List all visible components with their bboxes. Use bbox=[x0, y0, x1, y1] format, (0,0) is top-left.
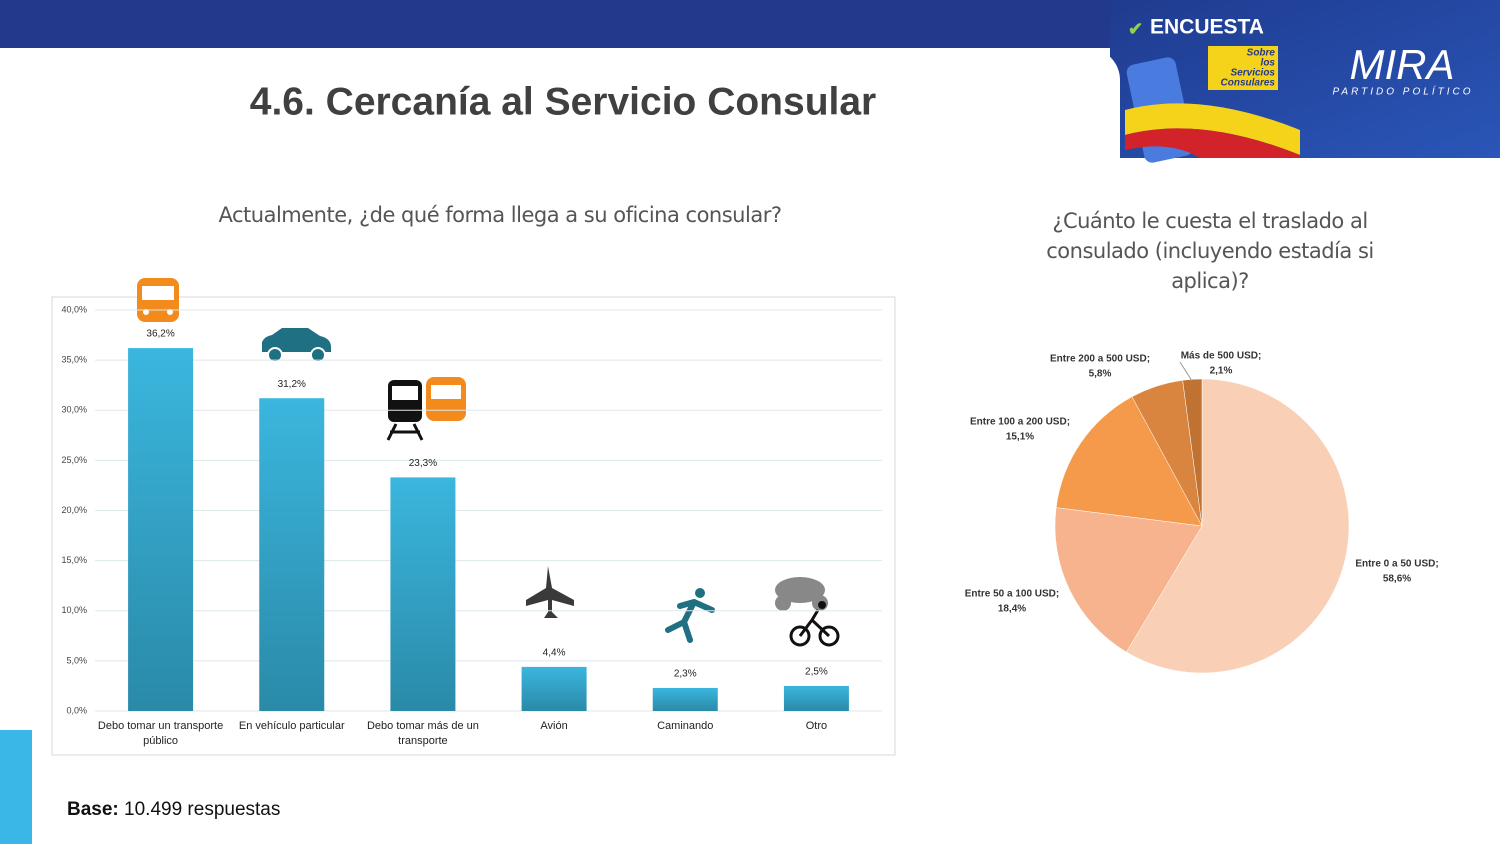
slice-label: Entre 200 a 500 USD; bbox=[1050, 354, 1150, 365]
slice-value: 5,8% bbox=[1089, 369, 1112, 380]
logo-topic: Sobre bbox=[1247, 48, 1276, 59]
pie-slice bbox=[1126, 378, 1350, 674]
pie-slice bbox=[1182, 378, 1203, 527]
base-note: Base: 10.499 respuestas bbox=[67, 799, 280, 820]
base-value: 10.499 respuestas bbox=[124, 799, 280, 820]
y-tick-label: 10,0% bbox=[61, 605, 87, 615]
y-tick-label: 25,0% bbox=[61, 455, 87, 465]
plane-icon bbox=[526, 566, 574, 618]
runner-icon bbox=[665, 588, 715, 643]
logo-topic: los bbox=[1261, 58, 1276, 69]
pie-slice bbox=[1055, 396, 1203, 527]
car-icon bbox=[262, 328, 331, 363]
slice-value: 15,1% bbox=[1006, 432, 1034, 443]
logo-topic: Servicios bbox=[1231, 68, 1276, 79]
data-label: 23,3% bbox=[409, 458, 437, 469]
topic-box bbox=[1208, 46, 1278, 90]
logo-topic: Consulares bbox=[1221, 78, 1276, 89]
leader-line bbox=[1179, 361, 1193, 382]
y-tick-label: 5,0% bbox=[66, 655, 87, 665]
slide-title: 4.6. Cercanía al Servicio Consular bbox=[250, 80, 876, 123]
chart-title: ¿Cuánto le cuesta el traslado al consula… bbox=[1046, 209, 1374, 293]
flag bbox=[1125, 128, 1300, 158]
bar bbox=[783, 685, 849, 711]
slice-label: Entre 100 a 200 USD; bbox=[970, 417, 1070, 428]
data-label: 2,3% bbox=[674, 669, 697, 680]
train-icon bbox=[386, 380, 424, 441]
bar bbox=[259, 398, 325, 711]
bar bbox=[390, 477, 456, 711]
logo-brand: MIRA bbox=[1350, 41, 1455, 88]
y-tick-label: 15,0% bbox=[61, 555, 87, 565]
data-label: 36,2% bbox=[146, 329, 174, 340]
slice-label: Entre 0 a 50 USD; bbox=[1355, 559, 1438, 570]
chart-title: Actualmente, ¿de qué forma llega a su of… bbox=[218, 203, 782, 227]
x-tick-label: Caminando bbox=[657, 720, 713, 732]
y-tick-label: 40,0% bbox=[61, 304, 87, 314]
moto-bike-icon bbox=[775, 577, 840, 647]
x-tick-label: Debo tomar más de un transporte bbox=[367, 720, 479, 747]
check: ✔ bbox=[1128, 19, 1143, 39]
x-tick-label: Avión bbox=[540, 720, 567, 732]
slice-label: Entre 50 a 100 USD; bbox=[965, 589, 1060, 600]
bus-icon bbox=[426, 377, 466, 421]
flag bbox=[1125, 103, 1300, 155]
slice-label: Más de 500 USD; bbox=[1181, 351, 1262, 362]
bus-icon bbox=[137, 278, 179, 322]
base-label: Base: bbox=[67, 799, 119, 820]
logo-brand-sub: PARTIDO POLÍTICO bbox=[1333, 85, 1474, 98]
y-tick-label: 30,0% bbox=[61, 405, 87, 415]
pie-slice bbox=[1054, 507, 1203, 653]
x-tick-label: Otro bbox=[806, 720, 827, 732]
data-label: 2,5% bbox=[805, 667, 828, 678]
slice-value: 58,6% bbox=[1383, 574, 1411, 585]
slice-value: 18,4% bbox=[998, 604, 1026, 615]
bar bbox=[521, 666, 587, 711]
y-tick-label: 35,0% bbox=[61, 355, 87, 365]
x-tick-label: Debo tomar un transporte público bbox=[98, 720, 223, 747]
y-tick-label: 20,0% bbox=[61, 505, 87, 515]
x-tick-label: En vehículo particular bbox=[239, 720, 345, 732]
logo-survey: ENCUESTA bbox=[1150, 16, 1264, 39]
data-label: 31,2% bbox=[278, 379, 306, 390]
chart-frame bbox=[51, 296, 896, 756]
bar bbox=[128, 348, 194, 711]
y-tick-label: 0,0% bbox=[66, 705, 87, 715]
bar bbox=[652, 687, 718, 711]
accent-bar bbox=[0, 730, 32, 844]
slice-value: 2,1% bbox=[1210, 366, 1233, 377]
data-label: 4,4% bbox=[543, 648, 566, 659]
